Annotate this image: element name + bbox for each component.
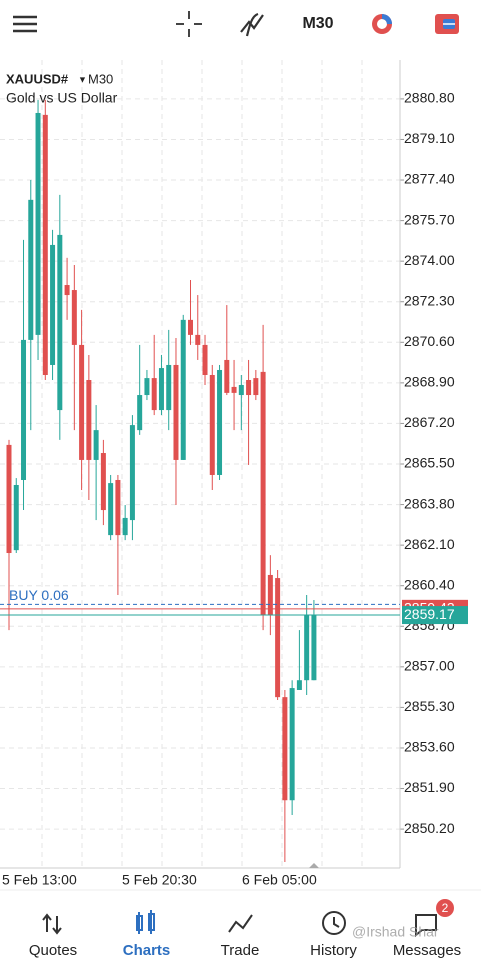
- symbol-dropdown[interactable]: ▼: [78, 74, 87, 84]
- y-tick-label: 2880.80: [404, 90, 455, 106]
- candle-body: [180, 319, 186, 460]
- candle-body: [122, 517, 128, 536]
- candle-body: [209, 374, 215, 475]
- scroll-marker: [309, 863, 319, 868]
- candle-body: [224, 359, 230, 393]
- candle-body: [253, 378, 259, 396]
- tab-label[interactable]: Charts: [123, 942, 171, 959]
- menu-button[interactable]: [13, 15, 37, 33]
- objects-button[interactable]: [372, 14, 392, 34]
- y-tick-label: 2868.90: [404, 374, 455, 390]
- y-tick-label: 2877.40: [404, 171, 455, 187]
- candle-body: [166, 364, 172, 411]
- chart: 2880.80 2879.10 2877.40 2875.70 2874.00 2872.…: [0, 60, 468, 888]
- candle-body: [71, 290, 77, 345]
- tab-label[interactable]: Messages: [393, 942, 461, 959]
- candle-body: [28, 199, 34, 340]
- y-tick-label: 2879.10: [404, 130, 455, 146]
- toolbar: M30: [13, 11, 459, 37]
- x-tick-label: 5 Feb 20:30: [122, 872, 197, 888]
- candle-body: [137, 395, 143, 431]
- indicators-button[interactable]: [240, 12, 264, 37]
- chart-timeframe: M30: [88, 71, 113, 86]
- chart-subtitle: Gold vs US Dollar: [6, 90, 118, 106]
- candle-body: [311, 615, 317, 681]
- candle-body: [217, 369, 223, 475]
- y-tick-label: 2857.00: [404, 658, 455, 674]
- crosshair-button[interactable]: [176, 11, 202, 37]
- timeframe-button[interactable]: M30: [302, 15, 333, 32]
- candle-body: [289, 688, 295, 801]
- candle-body: [195, 334, 201, 345]
- y-tick-label: 2875.70: [404, 211, 455, 227]
- y-tick-label: 2851.90: [404, 779, 455, 795]
- y-tick-label: 2862.10: [404, 536, 455, 552]
- candle-body: [115, 479, 121, 536]
- candle-body: [21, 339, 27, 480]
- candle-body: [79, 344, 85, 460]
- y-tick-label: 2853.60: [404, 739, 455, 755]
- badge-count: 2: [442, 901, 449, 915]
- watermark: @Irshad Shar: [352, 924, 439, 940]
- badge: [436, 899, 454, 917]
- tab-label[interactable]: Trade: [221, 942, 260, 959]
- candle-body: [296, 680, 302, 690]
- y-tick-label: 2874.00: [404, 252, 455, 268]
- candle-body: [202, 344, 208, 375]
- candle-body: [173, 364, 179, 460]
- trade-icon: [228, 914, 253, 933]
- quotes-icon: [42, 913, 62, 935]
- candle-body: [238, 385, 244, 396]
- y-tick-label: 2855.30: [404, 698, 455, 714]
- symbol[interactable]: XAUUSD#: [6, 71, 69, 86]
- candle-body: [50, 244, 56, 365]
- y-tick-label: 2872.30: [404, 292, 455, 308]
- candle-body: [6, 444, 12, 554]
- tab-bar: 2 @Irshad Shar Quotes Charts Trade History M…: [0, 889, 481, 959]
- candle-body: [42, 114, 48, 375]
- candle-body: [64, 285, 70, 296]
- y-tick-label: 2865.50: [404, 455, 455, 471]
- candle-body: [57, 234, 63, 411]
- y-tick-label: 2863.80: [404, 495, 455, 511]
- x-tick-label: 6 Feb 05:00: [242, 872, 317, 888]
- candle-body: [267, 574, 273, 616]
- candle-body: [108, 483, 114, 536]
- y-tick-label: 2850.20: [404, 820, 455, 836]
- price-label: 2859.17: [404, 606, 455, 622]
- candle-body: [231, 386, 237, 393]
- candle-body: [144, 378, 150, 396]
- candle-body: [246, 380, 252, 396]
- y-tick-label: 2860.40: [404, 576, 455, 592]
- y-tick-label: 2867.20: [404, 414, 455, 430]
- trade-button[interactable]: [435, 14, 459, 34]
- messages-icon: [415, 914, 437, 938]
- x-tick-label: 5 Feb 13:00: [2, 872, 77, 888]
- y-tick-label: 2870.60: [404, 333, 455, 349]
- candle-body: [275, 578, 281, 698]
- candle-body: [188, 319, 193, 335]
- tab-label[interactable]: Quotes: [29, 942, 77, 959]
- position-label: BUY 0.06: [9, 587, 69, 603]
- candle-body: [129, 425, 135, 521]
- candle-body: [158, 368, 164, 411]
- candle-body: [13, 484, 19, 551]
- candle-body: [100, 453, 106, 511]
- candle-body: [35, 112, 41, 335]
- candle-body: [93, 430, 99, 460]
- candle-body: [151, 378, 157, 411]
- candle-body: [260, 371, 266, 616]
- candle-body: [282, 697, 288, 801]
- candle-body: [304, 615, 310, 681]
- price-box: [402, 606, 468, 625]
- tab-label[interactable]: History: [310, 942, 357, 959]
- history-icon: [322, 911, 346, 935]
- candle-body: [86, 380, 92, 460]
